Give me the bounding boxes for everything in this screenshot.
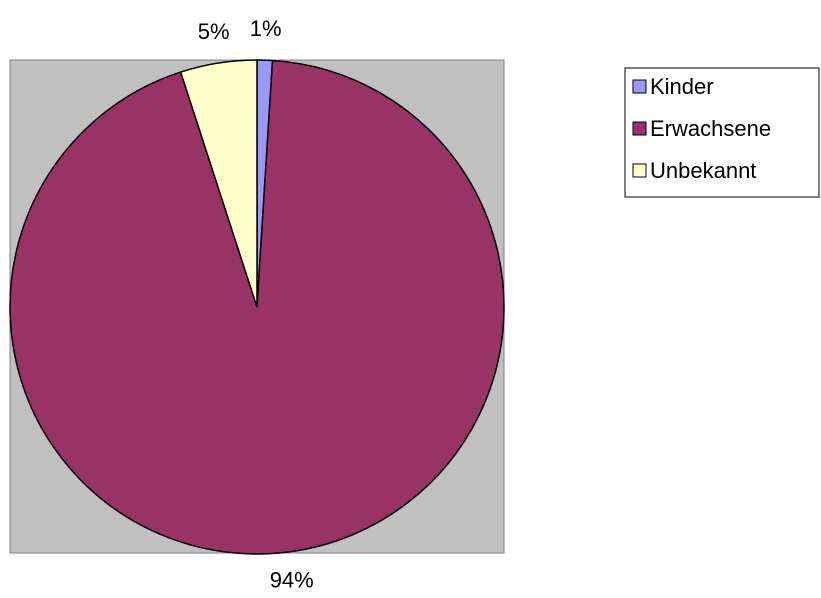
data-label: 94%	[270, 568, 314, 593]
data-label: 5%	[198, 19, 230, 44]
legend-swatch	[632, 121, 647, 136]
legend-label: Kinder	[650, 74, 714, 99]
data-label: 1%	[250, 16, 282, 41]
legend-swatch	[632, 79, 647, 94]
pie-slice	[9, 59, 505, 555]
legend-box	[624, 67, 820, 198]
legend-label: Erwachsene	[650, 116, 771, 141]
legend-label: Unbekannt	[650, 158, 756, 183]
legend-swatch	[632, 163, 647, 178]
pie-slice	[179, 59, 258, 308]
